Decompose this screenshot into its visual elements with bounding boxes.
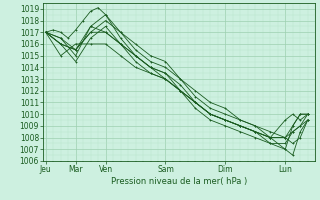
X-axis label: Pression niveau de la mer( hPa ): Pression niveau de la mer( hPa ) [111,177,247,186]
